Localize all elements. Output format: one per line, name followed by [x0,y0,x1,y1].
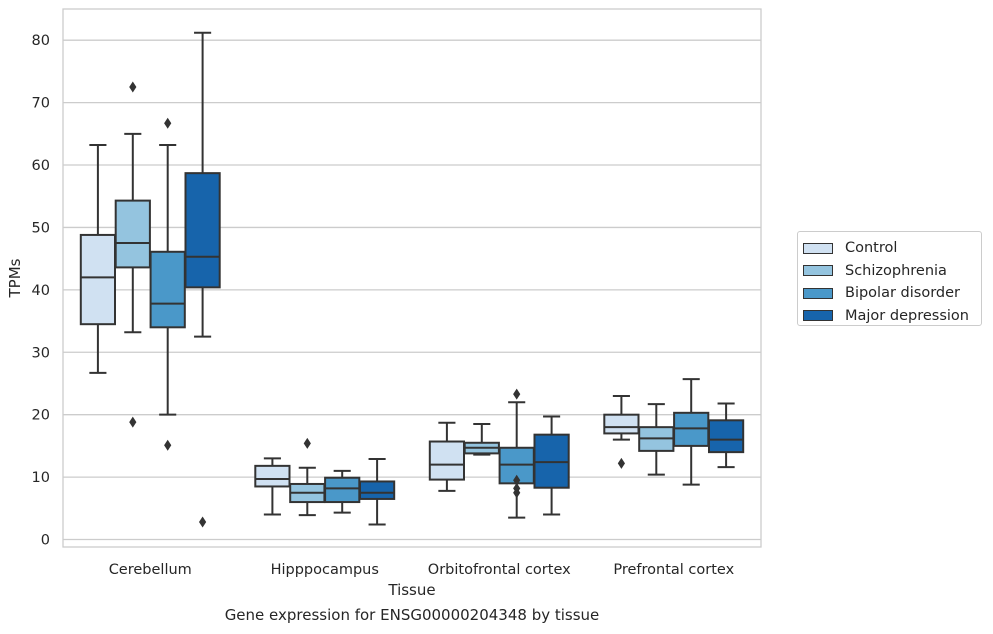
y-tick-label: 10 [32,470,50,486]
box-0-2 [428,421,466,492]
legend-label: Bipolar disorder [845,285,960,302]
box-iqr [603,413,640,435]
box-0-1 [254,457,291,516]
box-3-3 [707,402,745,469]
x-tick-label: Orbitofrontal cortex [428,562,571,578]
box-1-3 [638,403,675,476]
outlier-point [513,474,521,486]
box-3-2 [533,415,570,516]
box-iqr [254,464,291,488]
chart-caption: Gene expression for ENSG00000204348 by t… [224,606,600,624]
x-tick-labels: Cerebellum Hipppocampus Orbitofrontal cort… [109,562,735,578]
box-iqr [707,419,745,454]
box-0-3 [603,394,640,469]
box-iqr [79,233,117,326]
outlier-point [513,388,521,400]
box-series-group [79,31,745,528]
box-iqr [114,199,151,269]
y-tick-label: 40 [32,283,50,299]
legend-swatch [803,265,833,277]
y-tick-labels: 0 10 20 30 40 50 60 70 80 [32,33,50,548]
x-axis-label: Tissue [387,581,435,599]
box-2-3 [673,378,710,486]
box-3-0 [184,31,221,528]
legend-item-control: Control [803,237,981,260]
legend-item-bipolar-disorder: Bipolar disorder [803,282,981,305]
y-tick-label: 50 [32,220,50,236]
box-2-2 [498,388,535,519]
y-tick-label: 0 [41,533,50,549]
box-2-1 [324,469,361,514]
x-tick-label: Hipppocampus [271,562,379,578]
outlier-point [164,117,172,129]
box-iqr [428,440,466,481]
box-iqr [358,480,396,500]
legend-item-major-depression: Major depression [803,305,981,328]
x-tick-label: Cerebellum [109,562,192,578]
box-1-0 [114,81,151,428]
outlier-point [513,487,521,499]
box-2-0 [149,117,186,451]
legend: Control Schizophrenia Bipolar disorder M… [797,231,982,326]
legend-swatch [803,310,833,322]
box-3-1 [358,457,396,526]
box-iqr [149,250,186,329]
legend-label: Schizophrenia [845,262,947,279]
outlier-point [164,439,172,451]
y-axis-label: TPMs [6,258,24,298]
y-tick-label: 70 [32,96,50,112]
outlier-point [199,516,207,528]
box-iqr [184,172,221,289]
outlier-point [303,437,311,449]
legend-label: Major depression [845,307,969,324]
x-tick-label: Prefrontal cortex [613,562,734,578]
box-iqr [324,476,361,504]
plot-area-frame [62,8,762,548]
outlier-point [617,457,625,469]
outlier-point [129,416,137,428]
legend-label: Control [845,240,898,257]
box-0-0 [79,144,117,374]
y-tick-label: 80 [32,33,50,49]
y-tick-label: 20 [32,408,50,424]
box-1-2 [463,423,500,456]
outlier-point [129,81,137,93]
y-tick-label: 60 [32,158,50,174]
legend-item-schizophrenia: Schizophrenia [803,260,981,283]
legend-swatch [803,287,833,299]
legend-swatch [803,242,833,254]
y-tick-label: 30 [32,345,50,361]
